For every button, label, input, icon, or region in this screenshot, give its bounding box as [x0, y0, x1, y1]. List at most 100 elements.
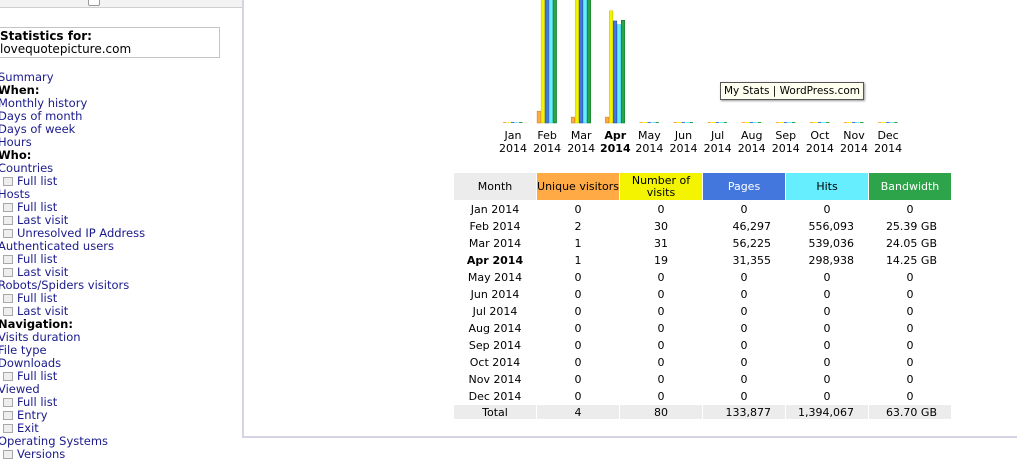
bar-hits-feb: [548, 0, 553, 124]
pages-cell: 0: [740, 389, 748, 403]
table-row: Mar 2014 1 31 56,225 539,036 24.05 GB: [454, 235, 951, 251]
bar-hits-mar: [582, 0, 587, 124]
bar-bandwidth-nov: [860, 122, 864, 123]
unique-visitors-cell: 0: [574, 321, 582, 335]
page-icon: [88, 0, 100, 6]
menu-subitem[interactable]: Full list: [0, 253, 145, 266]
menu-label: File type: [0, 343, 47, 357]
table-row: Jan 2014 0 0 0 0 0: [454, 201, 951, 217]
bar-hits-may: [651, 122, 655, 123]
month-cell: Aug 2014: [468, 321, 522, 335]
hits-cell: 0: [823, 287, 831, 301]
bandwidth-cell: 0: [906, 202, 914, 216]
menu-link[interactable]: File type: [0, 344, 145, 357]
menu-link[interactable]: Hours: [0, 136, 145, 149]
bar-bandwidth-mar: [586, 0, 591, 124]
menu-link[interactable]: Countries: [0, 162, 145, 175]
x-tick-year: 2014: [567, 142, 595, 155]
menu-label: Full list: [17, 291, 58, 305]
menu-subitem[interactable]: Full list: [0, 201, 145, 214]
menu-link[interactable]: Days of week: [0, 123, 145, 136]
menu-label: Visits duration: [0, 330, 81, 344]
unique-visitors-cell: 1: [574, 236, 582, 250]
menu-label: Full list: [17, 200, 58, 214]
bar-visits-oct: [813, 122, 818, 123]
menu-subitem[interactable]: Full list: [0, 175, 145, 188]
pages-cell: 31,355: [732, 253, 772, 267]
menu-subitem[interactable]: Exit: [0, 422, 145, 435]
header-hits: Hits: [786, 173, 868, 200]
unique-visitors-cell: 0: [574, 270, 582, 284]
menu-link[interactable]: Days of month: [0, 110, 145, 123]
menu-label: Last visit: [17, 213, 69, 227]
menu-label: Navigation:: [0, 317, 73, 331]
bar-pages-feb: [544, 0, 549, 124]
menu-subitem[interactable]: Full list: [0, 396, 145, 409]
visits-cell: 0: [657, 287, 665, 301]
hits-cell: 0: [823, 355, 831, 369]
monthly-stats-table: Month Unique visitors Number of visits P…: [453, 172, 952, 420]
pages-cell: 0: [740, 202, 748, 216]
bandwidth-cell: 0: [906, 287, 914, 301]
x-tick-month-may: May: [638, 129, 661, 142]
pages-cell: 56,225: [732, 236, 772, 250]
header-unique-visitors: Unique visitors: [537, 173, 619, 200]
list-icon: [3, 216, 13, 225]
x-tick-month-oct: Oct: [810, 129, 830, 142]
table-row: Oct 2014 0 0 0 0 0: [454, 354, 951, 370]
menu-link[interactable]: Viewed: [0, 383, 145, 396]
bar-visits-jan: [507, 122, 511, 123]
unique-visitors-cell: 1: [574, 253, 582, 267]
menu-label: Full list: [17, 252, 58, 266]
bar-unique-jan: [503, 122, 507, 123]
bar-unique-nov: [844, 122, 848, 123]
menu-link[interactable]: Operating Systems: [0, 435, 145, 448]
menu-subitem[interactable]: Full list: [0, 292, 145, 305]
table-row: Nov 2014 0 0 0 0 0: [454, 371, 951, 387]
menu-label: Unresolved IP Address: [17, 226, 146, 240]
menu-subitem[interactable]: Versions: [0, 448, 145, 461]
unique-visitors-cell: 0: [574, 287, 582, 301]
bar-bandwidth-jun: [689, 122, 693, 123]
table-row: Jun 2014 0 0 0 0 0: [454, 286, 951, 302]
bar-visits-apr: [609, 10, 614, 124]
bar-hits-oct: [821, 122, 826, 123]
menu-link[interactable]: Downloads: [0, 357, 145, 370]
menu-subitem[interactable]: Last visit: [0, 214, 145, 227]
bandwidth-cell: 0: [906, 355, 914, 369]
bar-hits-nov: [856, 122, 860, 123]
menu-subitem[interactable]: Last visit: [0, 305, 145, 318]
hits-cell: 0: [823, 304, 831, 318]
menu-link[interactable]: Authenticated users: [0, 240, 145, 253]
bar-hits-sep: [787, 122, 792, 123]
x-tick-year: 2014: [533, 142, 561, 155]
menu-link[interactable]: Monthly history: [0, 97, 145, 110]
bandwidth-cell: 0: [906, 270, 914, 284]
total-bandwidth: 63.70 GB: [869, 405, 951, 419]
menu-link[interactable]: Hosts: [0, 188, 145, 201]
menu-subitem[interactable]: Entry: [0, 409, 145, 422]
bar-unique-sep: [775, 122, 780, 123]
header-bandwidth: Bandwidth: [869, 173, 951, 200]
menu-subitem[interactable]: Unresolved IP Address: [0, 227, 145, 240]
bar-hits-jul: [719, 122, 724, 123]
x-tick-month-dec: Dec: [877, 129, 898, 142]
header-number-of-visits: Number of visits: [620, 173, 702, 200]
menu-subitem[interactable]: Last visit: [0, 266, 145, 279]
menu-label: Viewed: [0, 382, 40, 396]
menu-subitem[interactable]: Full list: [0, 370, 145, 383]
unique-visitors-cell: 0: [574, 355, 582, 369]
list-icon: [3, 294, 13, 303]
pages-cell: 0: [740, 270, 748, 284]
visits-cell: 0: [657, 389, 665, 403]
visits-cell: 19: [654, 253, 668, 267]
bar-pages-oct: [817, 122, 822, 123]
x-tick-year: 2014: [806, 142, 834, 155]
menu-link[interactable]: Visits duration: [0, 331, 145, 344]
menu-link[interactable]: Robots/Spiders visitors: [0, 279, 145, 292]
list-icon: [3, 372, 13, 381]
bandwidth-cell: 14.25 GB: [885, 253, 937, 267]
month-cell: Apr 2014: [466, 253, 524, 267]
menu-link[interactable]: Summary: [0, 71, 145, 84]
table-row: Feb 2014 2 30 46,297 556,093 25.39 GB: [454, 218, 951, 234]
